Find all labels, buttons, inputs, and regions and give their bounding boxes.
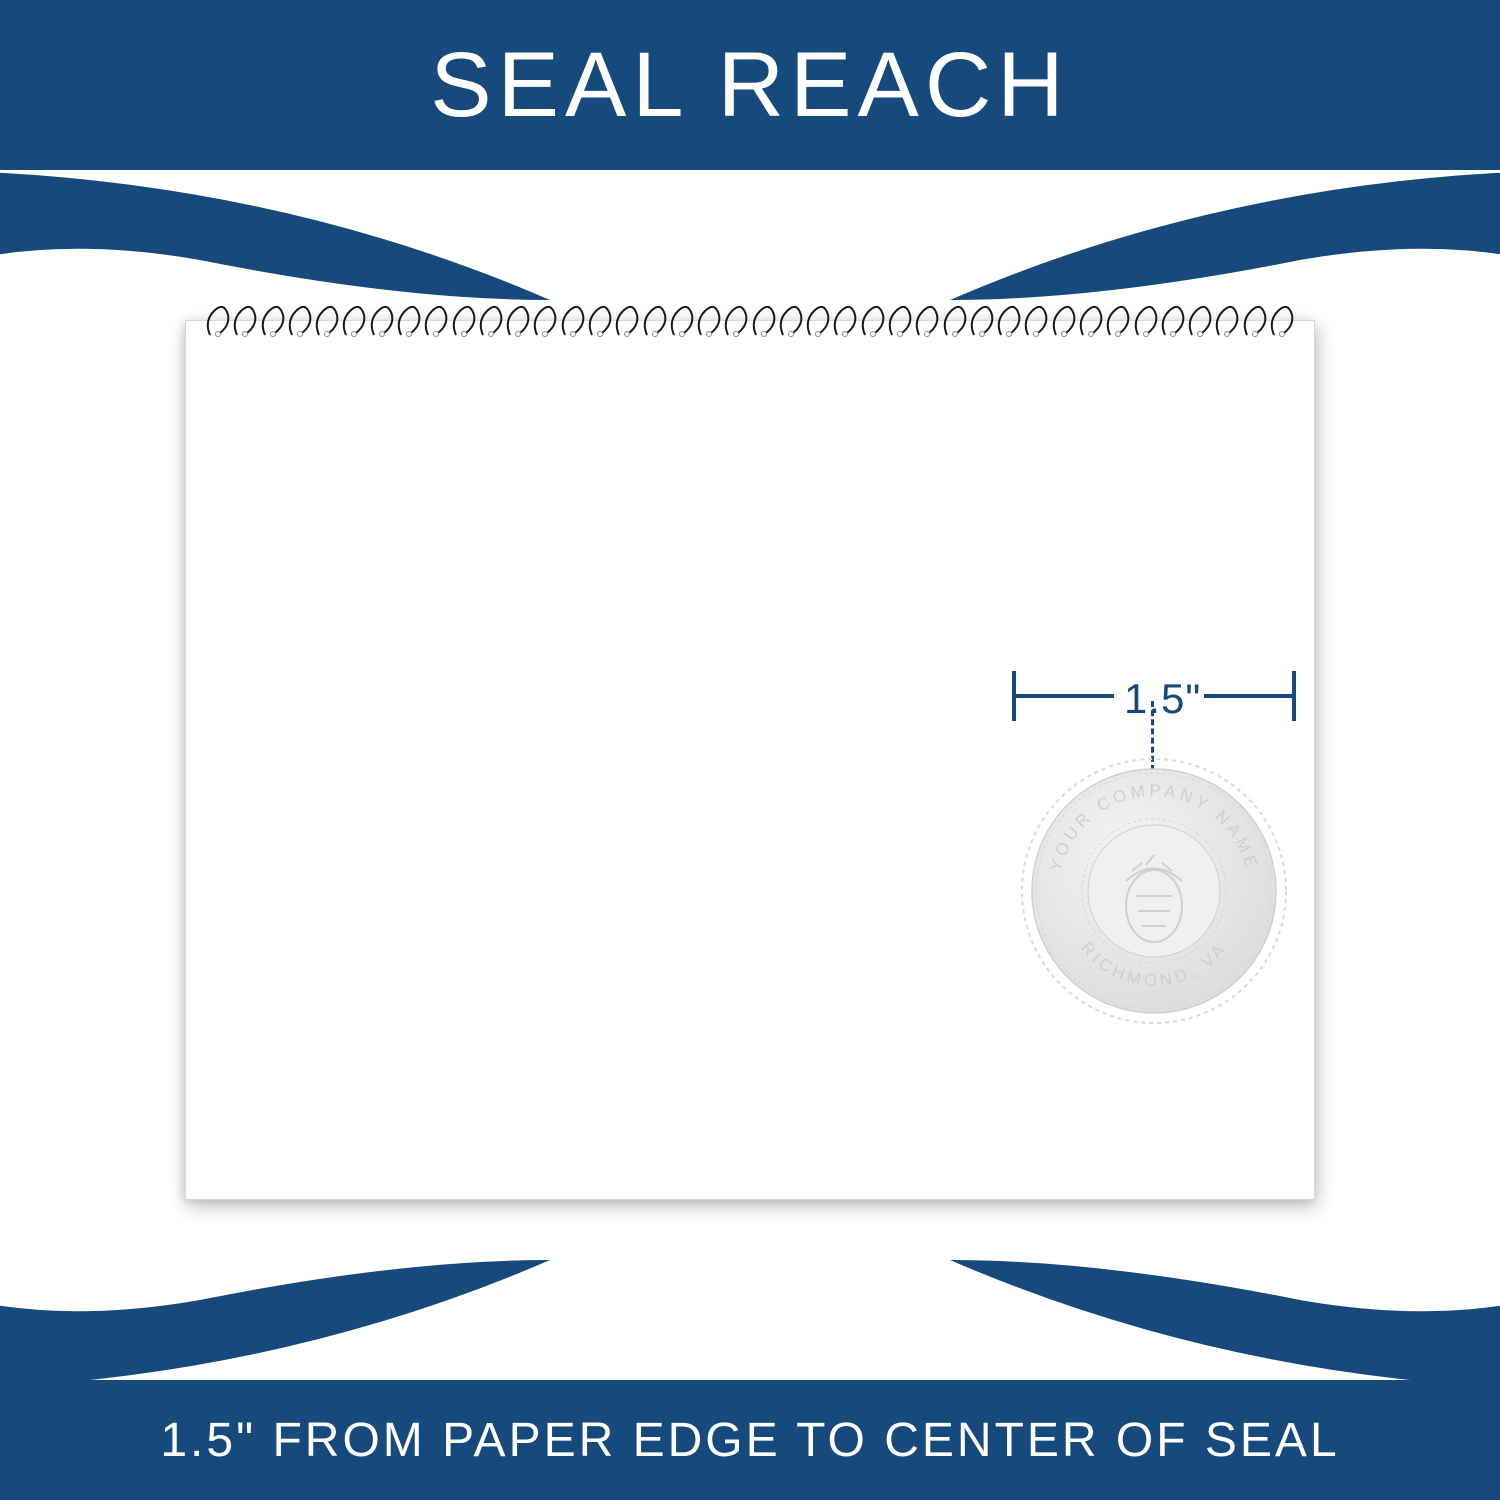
- header-band: SEAL REACH: [0, 0, 1500, 170]
- spiral-ring-icon: [779, 305, 803, 337]
- spiral-ring-icon: [861, 305, 885, 337]
- spiral-ring-icon: [315, 305, 339, 337]
- spiral-ring-icon: [1161, 305, 1185, 337]
- measurement-value: 1.5": [1124, 675, 1201, 723]
- spiral-ring-icon: [533, 305, 557, 337]
- spiral-ring-icon: [342, 305, 366, 337]
- spiral-ring-icon: [1052, 305, 1076, 337]
- spiral-ring-icon: [288, 305, 312, 337]
- spiral-ring-icon: [424, 305, 448, 337]
- page-title: SEAL REACH: [430, 33, 1069, 138]
- spiral-ring-icon: [1106, 305, 1130, 337]
- spiral-ring-icon: [452, 305, 476, 337]
- spiral-ring-icon: [833, 305, 857, 337]
- spiral-ring-icon: [261, 305, 285, 337]
- spiral-ring-icon: [888, 305, 912, 337]
- spiral-binding: [206, 303, 1294, 339]
- spiral-ring-icon: [670, 305, 694, 337]
- spiral-ring-icon: [697, 305, 721, 337]
- spiral-ring-icon: [1270, 305, 1294, 337]
- spiral-ring-icon: [506, 305, 530, 337]
- spiral-ring-icon: [1024, 305, 1048, 337]
- notepad-paper: 1.5": [185, 320, 1315, 1200]
- embossed-seal: YOUR COMPANY NAME RICHMOND, VA: [1014, 751, 1294, 1031]
- measurement-bracket: 1.5": [1004, 661, 1304, 741]
- spiral-ring-icon: [806, 305, 830, 337]
- spiral-ring-icon: [370, 305, 394, 337]
- spiral-ring-icon: [997, 305, 1021, 337]
- spiral-ring-icon: [643, 305, 667, 337]
- spiral-ring-icon: [1243, 305, 1267, 337]
- footer-band: 1.5" FROM PAPER EDGE TO CENTER OF SEAL: [0, 1380, 1500, 1500]
- spiral-ring-icon: [233, 305, 257, 337]
- infographic-frame: SEAL REACH 1.5": [0, 0, 1500, 1500]
- spiral-ring-icon: [943, 305, 967, 337]
- spiral-ring-icon: [561, 305, 585, 337]
- spiral-ring-icon: [752, 305, 776, 337]
- spiral-ring-icon: [479, 305, 503, 337]
- spiral-ring-icon: [1079, 305, 1103, 337]
- spiral-ring-icon: [588, 305, 612, 337]
- spiral-ring-icon: [724, 305, 748, 337]
- spiral-ring-icon: [397, 305, 421, 337]
- spiral-ring-icon: [1134, 305, 1158, 337]
- spiral-ring-icon: [1215, 305, 1239, 337]
- spiral-ring-icon: [970, 305, 994, 337]
- footer-caption: 1.5" FROM PAPER EDGE TO CENTER OF SEAL: [160, 1413, 1339, 1468]
- spiral-ring-icon: [206, 305, 230, 337]
- spiral-ring-icon: [1188, 305, 1212, 337]
- spiral-ring-icon: [615, 305, 639, 337]
- spiral-ring-icon: [915, 305, 939, 337]
